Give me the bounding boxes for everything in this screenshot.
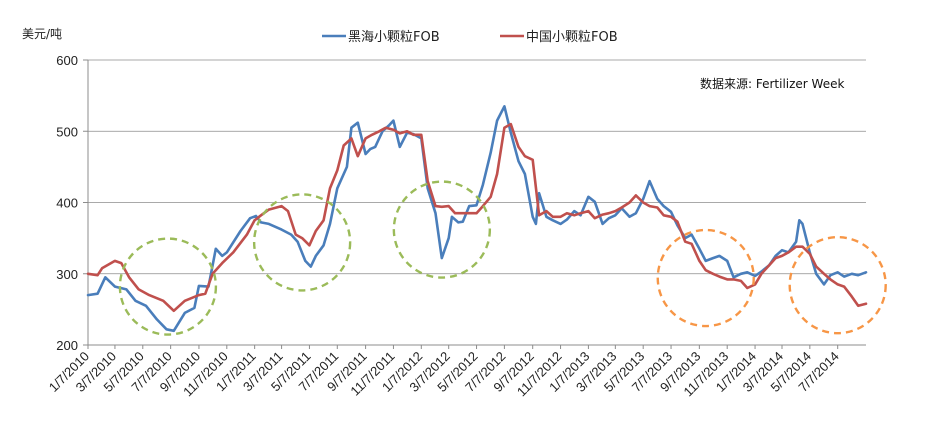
legend: 黑海小颗粒FOB 中国小颗粒FOB bbox=[322, 30, 618, 45]
highlight-circle-2 bbox=[252, 193, 352, 292]
legend-label: 中国小颗粒FOB bbox=[526, 30, 618, 45]
y-tick-label: 200 bbox=[56, 338, 78, 353]
series-layer bbox=[86, 105, 868, 333]
series-line-china bbox=[86, 122, 868, 313]
legend-label: 黑海小颗粒FOB bbox=[348, 30, 440, 45]
source-note: 数据来源: Fertilizer Week bbox=[700, 76, 844, 91]
highlight-circle-5 bbox=[788, 235, 887, 335]
y-unit-label: 美元/吨 bbox=[22, 27, 62, 41]
series-line-black-sea bbox=[86, 105, 868, 333]
highlight-circle-1 bbox=[118, 237, 218, 336]
axes: 2003004005006001/7/20103/7/20105/7/20107… bbox=[46, 53, 866, 399]
annotation-layer bbox=[118, 180, 887, 336]
highlight-circle-4 bbox=[656, 228, 755, 328]
y-tick-label: 600 bbox=[56, 53, 78, 68]
y-tick-label: 400 bbox=[56, 196, 78, 211]
y-tick-label: 300 bbox=[56, 267, 78, 282]
highlight-circle-3 bbox=[392, 180, 492, 279]
y-tick-label: 500 bbox=[56, 124, 78, 139]
